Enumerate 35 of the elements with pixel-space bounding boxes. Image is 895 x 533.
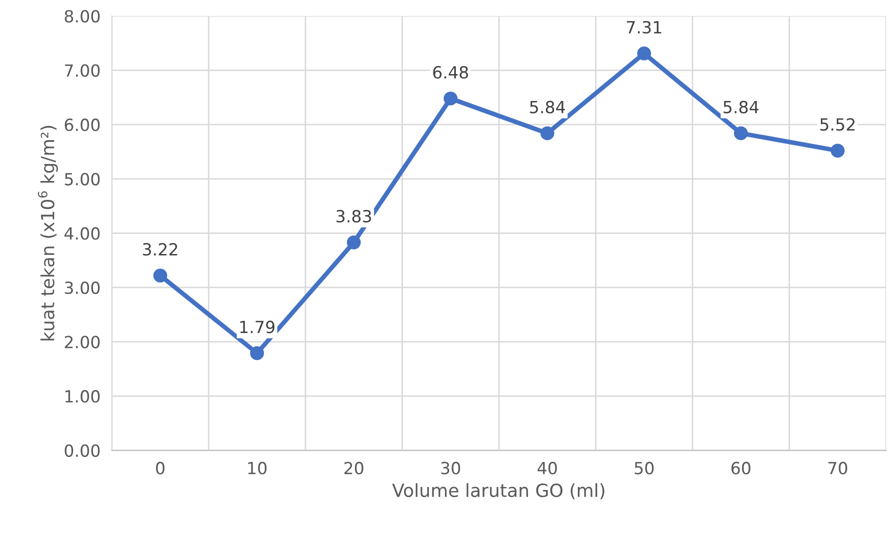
x-tick-label: 40 [538, 462, 557, 474]
y-tick-label: 0.00 [64, 444, 100, 457]
point [346, 235, 361, 250]
x-tick-label: 20 [344, 462, 364, 474]
y-tick-label: 6.00 [64, 118, 100, 132]
data-label: 5.84 [530, 100, 565, 114]
point [734, 126, 748, 140]
point [250, 346, 264, 360]
y-tick-label: 4.00 [64, 227, 100, 240]
y-tick-label: 8.00 [64, 10, 100, 23]
y-tick-label: 2.00 [64, 336, 100, 348]
x-tick-label: 10 [248, 462, 267, 474]
x-tick-label: 70 [828, 462, 848, 474]
data-label: 3.22 [142, 243, 178, 256]
x-tick-label: 60 [731, 462, 750, 474]
y-tick-label: 5.00 [64, 172, 100, 186]
data-label: 5.52 [820, 118, 855, 131]
point [830, 144, 845, 158]
data-label: 3.83 [336, 210, 372, 223]
y-tick-label: 7.00 [65, 64, 100, 77]
y-axis-title: kuat tekan (x10$^{6}$ kg/m²) [38, 126, 58, 340]
y-tick-label: 3.00 [64, 281, 100, 294]
data-label: 5.84 [724, 100, 759, 114]
point [637, 46, 652, 60]
point [540, 126, 554, 140]
x-tick-label: 0 [156, 462, 164, 474]
point [444, 92, 458, 106]
data-label: 6.48 [433, 66, 468, 79]
y-tick-label: 1.00 [65, 390, 100, 403]
point [153, 268, 168, 282]
x-tick-label: 50 [634, 462, 654, 474]
x-tick-label: 30 [441, 462, 460, 474]
data-label: 7.31 [626, 20, 662, 34]
data-label: 1.79 [240, 320, 274, 334]
x-axis-title: Volume larutan GO (ml) [392, 483, 604, 500]
